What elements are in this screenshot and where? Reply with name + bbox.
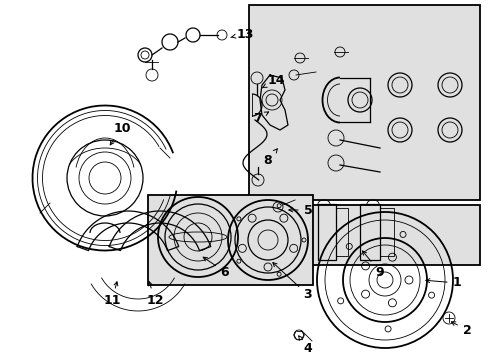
Text: 14: 14: [262, 73, 284, 88]
Bar: [317, 204, 335, 260]
Bar: [299, 205, 479, 265]
Text: 8: 8: [263, 149, 277, 166]
Text: 2: 2: [450, 322, 470, 337]
Text: 10: 10: [110, 122, 130, 145]
Bar: [359, 204, 379, 260]
Text: 5: 5: [288, 203, 312, 216]
Text: 6: 6: [203, 257, 229, 279]
Bar: [335, 208, 347, 256]
Text: 11: 11: [103, 282, 121, 306]
Text: 3: 3: [272, 262, 312, 302]
Text: 7: 7: [253, 112, 268, 125]
Bar: [248, 5, 479, 200]
Bar: [148, 195, 312, 285]
Text: 12: 12: [146, 282, 163, 306]
Text: 13: 13: [230, 27, 253, 41]
Text: 1: 1: [425, 276, 461, 289]
Text: 9: 9: [362, 251, 384, 279]
Text: 4: 4: [298, 336, 312, 355]
Bar: [379, 208, 393, 256]
